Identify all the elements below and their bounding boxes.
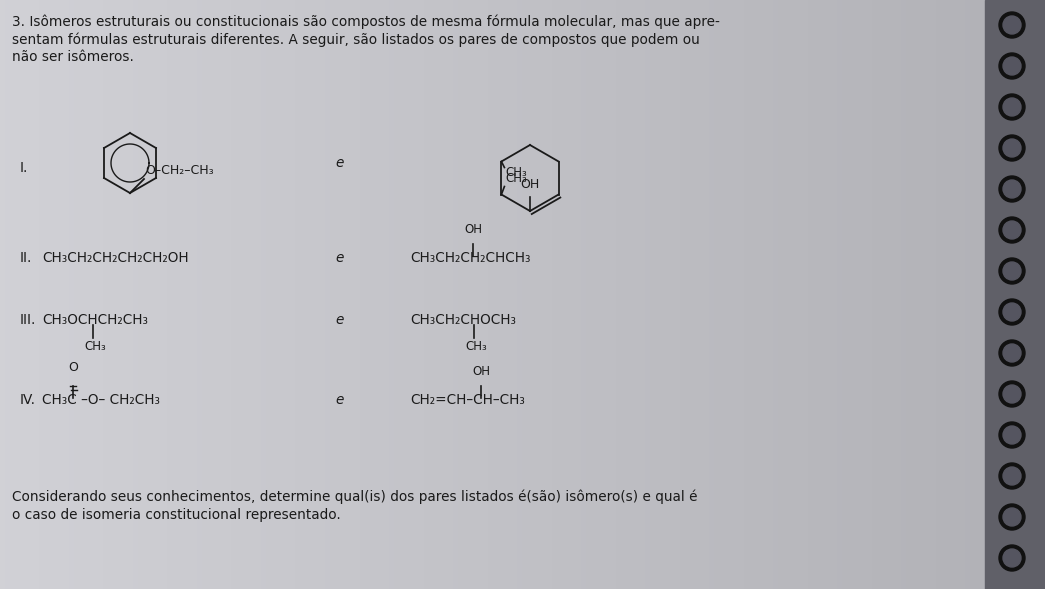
Circle shape (1003, 139, 1021, 157)
Text: CH₂=CH–CH–CH₃: CH₂=CH–CH–CH₃ (410, 393, 525, 407)
Circle shape (1003, 221, 1021, 239)
Text: O–CH₂–CH₃: O–CH₂–CH₃ (145, 164, 213, 177)
Circle shape (1003, 16, 1021, 34)
Circle shape (999, 12, 1025, 38)
Text: IV.: IV. (20, 393, 36, 407)
Circle shape (999, 217, 1025, 243)
Circle shape (1003, 508, 1021, 526)
Text: CH₃: CH₃ (506, 166, 527, 178)
Circle shape (1003, 426, 1021, 444)
Circle shape (999, 176, 1025, 202)
Circle shape (1003, 98, 1021, 116)
Text: Considerando seus conhecimentos, determine qual(is) dos pares listados é(são) is: Considerando seus conhecimentos, determi… (11, 490, 697, 505)
Circle shape (1003, 180, 1021, 198)
Text: CH₃: CH₃ (465, 340, 487, 353)
Text: e: e (335, 251, 344, 265)
Circle shape (999, 258, 1025, 284)
Text: II.: II. (20, 251, 32, 265)
Circle shape (1003, 262, 1021, 280)
Circle shape (1003, 385, 1021, 403)
Circle shape (999, 381, 1025, 407)
Text: OH: OH (472, 365, 490, 378)
Circle shape (999, 422, 1025, 448)
Circle shape (1003, 303, 1021, 321)
Text: I.: I. (20, 161, 28, 175)
Text: CH₃: CH₃ (506, 171, 527, 184)
Text: OH: OH (520, 178, 539, 191)
Text: CH₃C –O– CH₂CH₃: CH₃C –O– CH₂CH₃ (42, 393, 160, 407)
Text: CH₃: CH₃ (84, 340, 106, 353)
Text: sentam fórmulas estruturais diferentes. A seguir, são listados os pares de compo: sentam fórmulas estruturais diferentes. … (11, 32, 700, 47)
Text: e: e (335, 156, 344, 170)
Circle shape (999, 53, 1025, 79)
Circle shape (1003, 57, 1021, 75)
Text: O: O (68, 361, 78, 374)
Text: CH₃CH₂CHOCH₃: CH₃CH₂CHOCH₃ (410, 313, 516, 327)
Text: CH₃CH₂CH₂CHCH₃: CH₃CH₂CH₂CHCH₃ (410, 251, 531, 265)
Circle shape (999, 299, 1025, 325)
Circle shape (999, 545, 1025, 571)
Text: não ser isômeros.: não ser isômeros. (11, 50, 134, 64)
Text: III.: III. (20, 313, 37, 327)
Circle shape (1003, 549, 1021, 567)
Circle shape (999, 463, 1025, 489)
Text: CH₃OCHCH₂CH₃: CH₃OCHCH₂CH₃ (42, 313, 148, 327)
Circle shape (999, 340, 1025, 366)
Bar (985, 0, 1045, 589)
Circle shape (999, 135, 1025, 161)
Text: 3. Isômeros estruturais ou constitucionais são compostos de mesma fórmula molecu: 3. Isômeros estruturais ou constituciona… (11, 14, 720, 28)
Text: OH: OH (464, 223, 482, 236)
Circle shape (999, 504, 1025, 530)
Circle shape (1003, 467, 1021, 485)
Text: CH₃CH₂CH₂CH₂CH₂OH: CH₃CH₂CH₂CH₂CH₂OH (42, 251, 189, 265)
Text: o caso de isomeria constitucional representado.: o caso de isomeria constitucional repres… (11, 508, 341, 522)
Text: e: e (335, 393, 344, 407)
Circle shape (1003, 344, 1021, 362)
Text: e: e (335, 313, 344, 327)
Circle shape (999, 94, 1025, 120)
